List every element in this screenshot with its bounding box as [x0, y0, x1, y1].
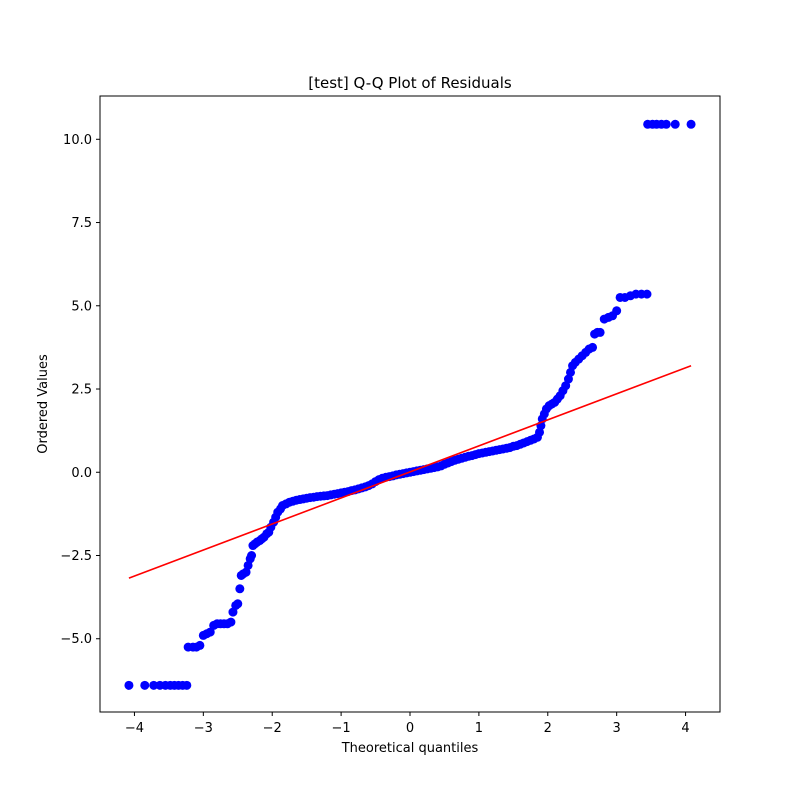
x-tick-label: 0 — [406, 721, 414, 736]
data-point — [124, 680, 134, 690]
data-point — [661, 119, 671, 129]
data-point — [226, 617, 236, 627]
y-tick-label: −2.5 — [60, 549, 92, 564]
data-point — [588, 342, 598, 352]
x-tick-label: −3 — [194, 721, 213, 736]
data-point — [140, 680, 150, 690]
chart-marks — [124, 119, 696, 690]
x-tick-label: 4 — [681, 721, 689, 736]
y-tick-label: 2.5 — [71, 383, 92, 398]
x-axis-title: Theoretical quantiles — [341, 741, 479, 756]
y-tick-label: 7.5 — [71, 216, 92, 231]
x-tick-label: −4 — [125, 721, 144, 736]
y-tick-label: 10.0 — [63, 133, 92, 148]
x-tick-label: 1 — [475, 721, 483, 736]
reference-line — [128, 364, 692, 579]
data-point — [247, 551, 257, 560]
x-tick-label: −2 — [263, 721, 282, 736]
data-point — [612, 306, 622, 316]
x-tick-label: −1 — [332, 721, 351, 736]
data-point — [205, 627, 215, 637]
data-point — [149, 680, 159, 690]
data-point — [595, 327, 605, 337]
chart-title: [test] Q-Q Plot of Residuals — [308, 74, 512, 92]
data-point — [686, 119, 696, 129]
data-point — [233, 599, 243, 609]
x-tick-label: 3 — [613, 721, 621, 736]
data-point — [182, 680, 192, 690]
y-tick-label: 0.0 — [71, 466, 92, 481]
data-point — [642, 289, 652, 299]
data-point — [235, 584, 245, 594]
data-point — [195, 640, 205, 650]
x-tick-label: 2 — [544, 721, 552, 736]
data-point — [670, 119, 680, 129]
x-axis-ticks: −4 −3 −2 −1 0 1 2 3 4 — [125, 712, 690, 736]
plot-frame — [99, 95, 721, 713]
y-axis-title: Ordered Values — [36, 354, 51, 454]
y-tick-label: −5.0 — [60, 632, 92, 647]
y-tick-label: 5.0 — [71, 299, 92, 314]
y-axis-ticks: −5.0 −2.5 0.0 2.5 5.0 7.5 10.0 — [60, 133, 100, 647]
